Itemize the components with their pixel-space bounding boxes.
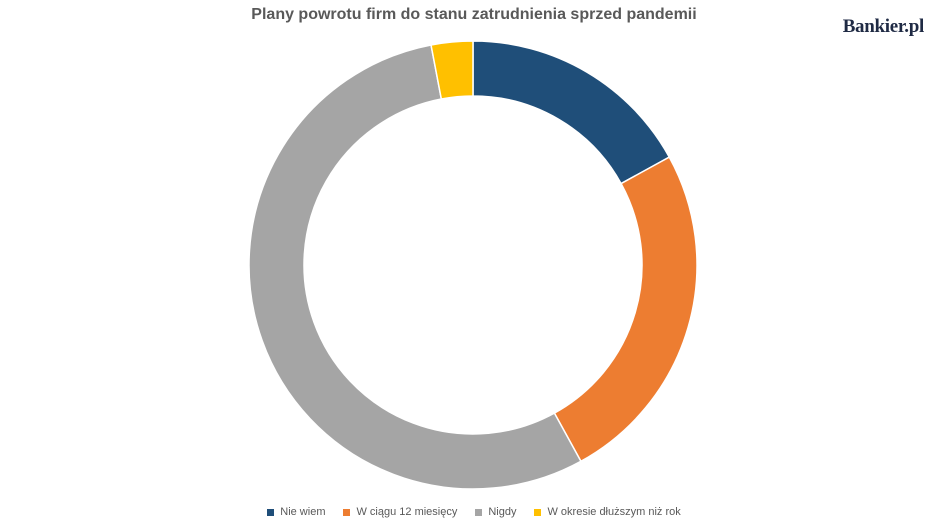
legend-label: W okresie dłuższym niż rok [547, 506, 681, 518]
chart-title: Plany powrotu firm do stanu zatrudnienia… [251, 6, 697, 23]
legend-label: Nigdy [488, 506, 517, 518]
brand-logo: Bankier.pl [842, 16, 925, 37]
legend-swatch [343, 508, 351, 516]
slice-nigdy [248, 44, 582, 490]
legend: Nie wiem W ciągu 12 miesięcy Nigdy W okresi… [0, 506, 948, 518]
legend-item: Nie wiem [267, 506, 325, 518]
slice-w-okresie-dluzszym-niz-rok [430, 40, 474, 100]
legend-label: Nie wiem [280, 506, 326, 518]
slice-nie-wiem [472, 40, 671, 185]
legend-swatch [267, 508, 275, 516]
legend-swatch [475, 508, 483, 516]
legend-label: W ciągu 12 miesięcy [356, 506, 458, 518]
legend-item: Nigdy [475, 506, 516, 518]
slice-w-ciagu-12-miesiecy [553, 156, 698, 463]
legend-swatch [534, 508, 542, 516]
legend-item: W okresie dłuższym niż rok [534, 506, 681, 518]
legend-item: W ciągu 12 miesięcy [343, 506, 457, 518]
